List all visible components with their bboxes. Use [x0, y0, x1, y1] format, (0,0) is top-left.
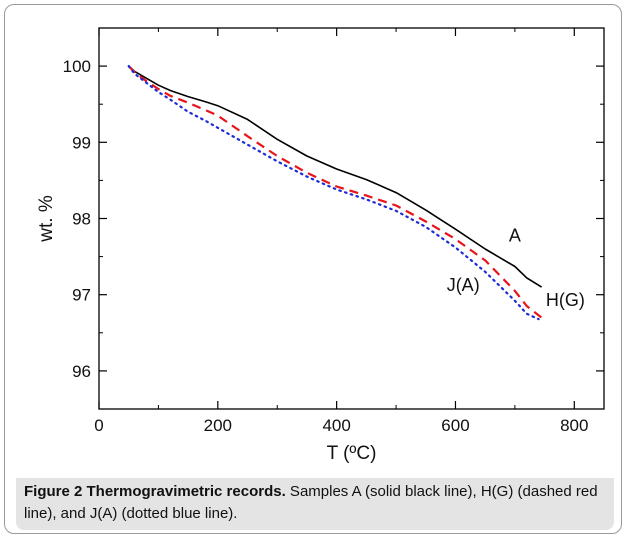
caption-text: Samples A (solid black line), H(G) (dash… [24, 483, 598, 522]
caption-background [16, 478, 614, 530]
x-axis-title: T (ºC) [327, 443, 377, 464]
tga-chart: 0 200 400 600 800 96 97 98 99 100 T (ºC) wt. % A J(A)… [36, 27, 605, 464]
y-tick-label: 96 [72, 362, 91, 381]
series-line-j-a [127, 64, 540, 321]
x-tick-label: 200 [204, 416, 232, 435]
series-annotation: J(A) [447, 275, 480, 295]
x-tick-label: 400 [322, 416, 350, 435]
y-tick-label: 99 [72, 133, 91, 152]
figure-frame [4, 4, 622, 534]
x-tick-label: 600 [441, 416, 469, 435]
caption-label: Figure 2 Thermogravimetric records. [24, 483, 286, 500]
x-tick-label: 800 [560, 416, 588, 435]
y-axis-title: wt. % [36, 195, 57, 243]
y-tick-label: 98 [72, 210, 91, 229]
x-tick-label: 0 [94, 416, 103, 435]
series-line-a [128, 65, 543, 288]
figure-caption: Figure 2 Thermogravimetric records. Samp… [24, 481, 614, 525]
plot-area-border [98, 27, 605, 410]
y-tick-label: 100 [63, 57, 91, 76]
series-annotation: A [509, 225, 521, 245]
y-tick-label: 97 [72, 286, 91, 305]
series-annotation: H(G) [546, 290, 585, 310]
